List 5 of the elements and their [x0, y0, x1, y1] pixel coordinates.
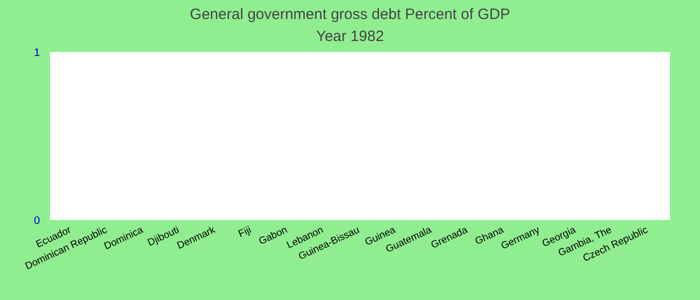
chart-title: General government gross debt Percent of GDP	[190, 6, 510, 23]
chart-subtitle: Year 1982	[316, 28, 384, 45]
y-tick-label: 1	[34, 47, 40, 59]
y-tick-label: 0	[34, 215, 40, 227]
x-tick-label: Fiji	[236, 224, 254, 240]
